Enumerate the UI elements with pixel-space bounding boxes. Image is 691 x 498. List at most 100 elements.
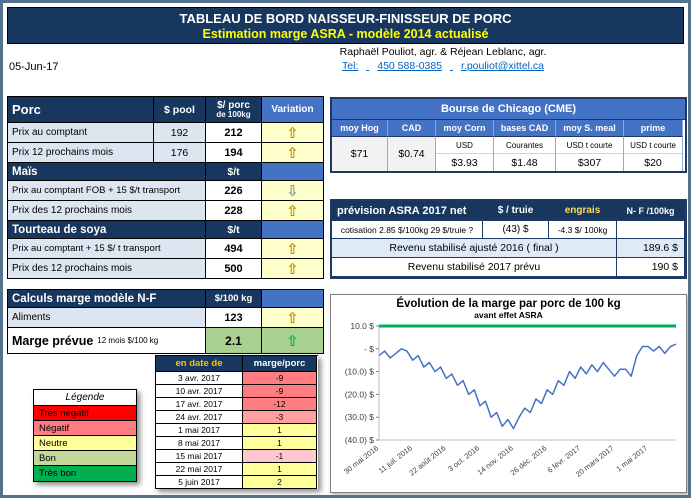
cme-subheader: USD [436, 137, 493, 154]
marge-cell: -3 [243, 411, 317, 424]
contact-line: Tel: 450 588-0385 r.pouliot@xittel.ca [203, 60, 683, 72]
variation-column-spacer [262, 221, 324, 239]
cme-value: $307 [577, 156, 602, 169]
date-cell: 10 avr. 2017 [156, 385, 243, 398]
pool-value: 192 [154, 123, 206, 143]
history-header-row: en date de marge/porc [156, 356, 318, 372]
marge-cell: 2 [243, 476, 317, 489]
marge-cell: -1 [243, 450, 317, 463]
chart-title: Évolution de la marge par porc de 100 kg [396, 298, 621, 310]
calculs-unit: $/100 kg [206, 290, 262, 308]
marge-cell: 1 [243, 437, 317, 450]
svg-text:30 mai 2016: 30 mai 2016 [342, 443, 380, 476]
table-row: 17 avr. 2017 -12 [156, 398, 318, 411]
cme-subheader: Courantes [494, 137, 555, 154]
revenu-label: Revenu stabilisé 2017 prévu [332, 258, 617, 277]
up-arrow-icon: ⇧ [262, 308, 324, 328]
porc-column-header: $/ porc de 100kg [206, 97, 262, 123]
engrais-column-header: engrais [549, 201, 617, 221]
cme-col-header: moy Corn [436, 120, 494, 137]
legend-box: Légende Très négatif Négatif Neutre Bon … [33, 389, 137, 482]
table-row: Prix des 12 prochains mois 228 ⇧ [8, 201, 324, 221]
date-cell: 22 mai 2017 [156, 463, 243, 476]
line-chart-plot: 10.0 $ - $ (10.0) $ (20.0) $ (30.0) $ (40.0) … [342, 321, 677, 479]
date-cell: 1 mai 2017 [156, 424, 243, 437]
tourteau-section-title: Tourteau de soya [8, 221, 206, 239]
cme-col-header: bases CAD [494, 120, 556, 137]
cme-subheader: USD t courte [556, 137, 623, 154]
marge-cell: 1 [243, 463, 317, 476]
table-row: 5 juin 2017 2 [156, 476, 318, 489]
marge-chart: Évolution de la marge par porc de 100 kg… [330, 294, 687, 493]
table-row: Prix au comptant FOB + 15 $/t transport … [8, 181, 324, 201]
table-row: Revenu stabilisé ajusté 2016 ( final ) 1… [332, 239, 685, 258]
marge-cell: -9 [243, 385, 317, 398]
asra-header-row: prévision ASRA 2017 net $ / truie engrai… [332, 201, 685, 221]
row-label: Prix des 12 prochains mois [8, 259, 206, 279]
email-link[interactable]: r.pouliot@xittel.ca [460, 60, 545, 72]
porc-value[interactable]: 212 [206, 123, 262, 143]
row-label: Prix des 12 prochains mois [8, 201, 206, 221]
row-label: Aliments [8, 308, 206, 328]
mais-value: 226 [206, 181, 262, 201]
date-column-header: en date de [156, 356, 243, 372]
tourteau-value: 500 [206, 259, 262, 279]
marge-column-header: marge/porc [243, 356, 317, 372]
marge-cell: -9 [243, 372, 317, 385]
mais-section-title: Maïs [8, 163, 206, 181]
truie-value: (43) $ [483, 221, 549, 239]
contact-block: Raphaël Pouliot, agr. & Réjean Leblanc, … [203, 46, 683, 72]
table-row: Prix 12 prochains mois 176 194 ⇧ [8, 143, 324, 163]
legend-item: Neutre [34, 436, 136, 451]
mais-unit: $/t [206, 163, 262, 181]
variation-column-spacer [262, 163, 324, 181]
up-arrow-icon: ⇧ [262, 123, 324, 143]
svg-text:(30.0) $: (30.0) $ [345, 412, 375, 422]
cme-value: $20 [644, 156, 662, 169]
up-arrow-icon: ⇧ [262, 239, 324, 259]
marge-history-table: en date de marge/porc 3 avr. 2017 -9 10 … [155, 355, 318, 489]
svg-text:1 mai 2017: 1 mai 2017 [614, 443, 649, 473]
legend-title: Légende [34, 390, 136, 406]
marge-value: 2.1 [206, 328, 262, 354]
cme-subheader: USD t courte [624, 137, 682, 154]
porc-section-title: Porc [8, 97, 154, 123]
cme-col-header: moy Hog [332, 120, 388, 137]
tourteau-value: 494 [206, 239, 262, 259]
table-row: 3 avr. 2017 -9 [156, 372, 318, 385]
engrais-value: -4.3 $/ 100kg [549, 221, 617, 239]
calculs-header-row: Calculs marge modèle N-F $/100 kg [8, 290, 324, 308]
date-cell: 8 mai 2017 [156, 437, 243, 450]
tourteau-unit: $/t [206, 221, 262, 239]
cme-title: Bourse de Chicago (CME) [332, 99, 685, 120]
svg-text:26 déc. 2016: 26 déc. 2016 [509, 443, 549, 477]
cme-col-header: prime [624, 120, 683, 137]
aliments-value: 123 [206, 308, 262, 328]
marge-cell: -12 [243, 398, 317, 411]
author-names: Raphaël Pouliot, agr. & Réjean Leblanc, … [339, 46, 547, 58]
table-row: Prix au comptant 192 212 ⇧ [8, 123, 324, 143]
nf-column-header: N- F /100kg [617, 201, 685, 221]
asra-title: prévision ASRA 2017 net [332, 201, 483, 221]
row-label: Prix 12 prochains mois [8, 143, 154, 163]
table-row: Revenu stabilisé 2017 prévu 190 $ [332, 258, 685, 277]
up-arrow-icon: ⇧ [262, 259, 324, 279]
legend-item: Très négatif [34, 406, 136, 421]
table-row: 8 mai 2017 1 [156, 437, 318, 450]
table-row: 24 avr. 2017 -3 [156, 411, 318, 424]
cme-table: Bourse de Chicago (CME) moy Hog CAD moy … [330, 97, 687, 173]
table-row: Prix des 12 prochains mois 500 ⇧ [8, 259, 324, 279]
variation-column-header: Variation [262, 97, 324, 123]
legend-item: Très bon [34, 466, 136, 481]
tel-label: Tel: [341, 60, 359, 72]
table-row: 15 mai 2017 -1 [156, 450, 318, 463]
date-cell: 3 avr. 2017 [156, 372, 243, 385]
calculs-table: Calculs marge modèle N-F $/100 kg Alimen… [7, 289, 324, 354]
pool-value: 176 [154, 143, 206, 163]
row-label: Prix au comptant + 15 $/ t transport [8, 239, 206, 259]
cotisation-label: cotisation 2.85 $/100kg 29 $/truie ? [332, 221, 483, 239]
row-label: Prix au comptant FOB + 15 $/t transport [8, 181, 206, 201]
svg-text:10.0 $: 10.0 $ [350, 321, 374, 331]
report-date: 05-Jun-17 [9, 61, 59, 73]
cme-value: $1.48 [511, 156, 538, 169]
